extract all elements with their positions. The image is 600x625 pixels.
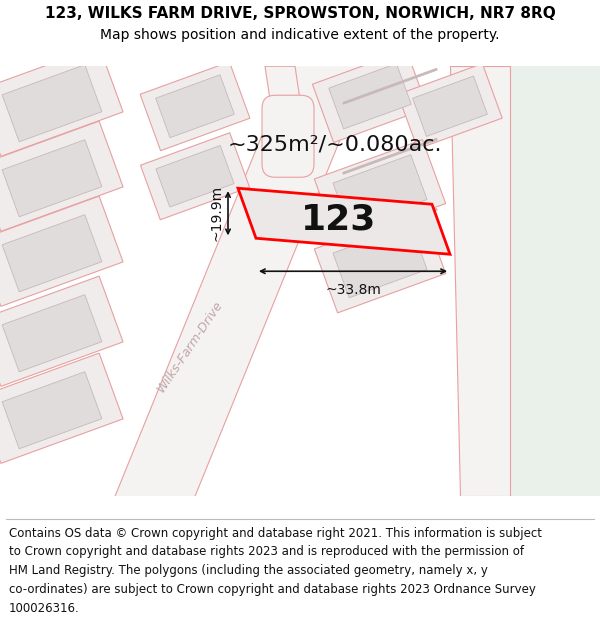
Text: 100026316.: 100026316. bbox=[9, 602, 80, 615]
Text: co-ordinates) are subject to Crown copyright and database rights 2023 Ordnance S: co-ordinates) are subject to Crown copyr… bbox=[9, 583, 536, 596]
Polygon shape bbox=[2, 295, 102, 372]
Text: Map shows position and indicative extent of the property.: Map shows position and indicative extent… bbox=[100, 28, 500, 42]
Polygon shape bbox=[0, 353, 123, 463]
Polygon shape bbox=[343, 68, 437, 104]
Polygon shape bbox=[238, 188, 450, 254]
Polygon shape bbox=[0, 276, 123, 386]
Text: to Crown copyright and database rights 2023 and is reproduced with the permissio: to Crown copyright and database rights 2… bbox=[9, 546, 524, 558]
Polygon shape bbox=[333, 155, 427, 228]
Polygon shape bbox=[0, 46, 123, 156]
Polygon shape bbox=[140, 132, 250, 220]
Polygon shape bbox=[2, 65, 102, 142]
Polygon shape bbox=[343, 138, 437, 174]
Text: ~19.9m: ~19.9m bbox=[209, 185, 223, 241]
Text: 123: 123 bbox=[301, 202, 377, 236]
Polygon shape bbox=[450, 66, 510, 496]
Polygon shape bbox=[460, 66, 600, 496]
Polygon shape bbox=[155, 75, 235, 138]
FancyBboxPatch shape bbox=[262, 95, 314, 178]
Polygon shape bbox=[140, 62, 250, 151]
Polygon shape bbox=[265, 66, 310, 166]
Polygon shape bbox=[0, 121, 123, 231]
Polygon shape bbox=[2, 140, 102, 217]
Text: ~33.8m: ~33.8m bbox=[325, 283, 381, 298]
Text: HM Land Registry. The polygons (including the associated geometry, namely x, y: HM Land Registry. The polygons (includin… bbox=[9, 564, 488, 578]
Text: ~325m²/~0.080ac.: ~325m²/~0.080ac. bbox=[228, 134, 442, 154]
Polygon shape bbox=[314, 209, 446, 313]
Polygon shape bbox=[333, 225, 427, 298]
Polygon shape bbox=[2, 215, 102, 292]
Polygon shape bbox=[343, 208, 437, 244]
Text: Contains OS data © Crown copyright and database right 2021. This information is : Contains OS data © Crown copyright and d… bbox=[9, 526, 542, 539]
Polygon shape bbox=[115, 66, 370, 496]
Text: Wilks-Farm-Drive: Wilks-Farm-Drive bbox=[155, 298, 226, 394]
Polygon shape bbox=[398, 64, 502, 149]
Polygon shape bbox=[313, 50, 428, 142]
Polygon shape bbox=[314, 139, 446, 243]
Polygon shape bbox=[0, 196, 123, 306]
Polygon shape bbox=[156, 146, 234, 207]
Polygon shape bbox=[329, 64, 411, 129]
Polygon shape bbox=[2, 372, 102, 449]
Text: 123, WILKS FARM DRIVE, SPROWSTON, NORWICH, NR7 8RQ: 123, WILKS FARM DRIVE, SPROWSTON, NORWIC… bbox=[44, 6, 556, 21]
Polygon shape bbox=[413, 76, 487, 136]
